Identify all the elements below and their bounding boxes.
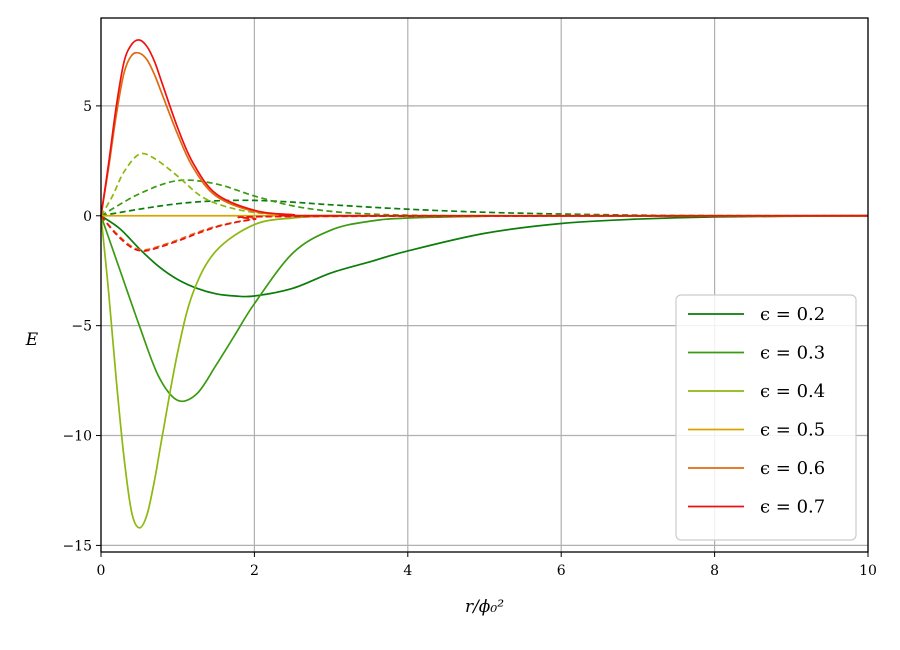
- series-line-5-dashed: [100, 152, 869, 217]
- legend-label: ϵ = 0.7: [760, 497, 825, 518]
- legend: ϵ = 0.2 ϵ = 0.3 ϵ = 0.4 ϵ = 0.5 ϵ = 0.6 ϵ = 0…: [675, 294, 857, 541]
- axes-frame: [100, 17, 869, 553]
- x-tick-label: 2: [250, 563, 259, 579]
- x-tick-label: 10: [859, 563, 877, 579]
- y-axis-label: E: [25, 330, 39, 350]
- y-tick-label: −15: [62, 538, 92, 554]
- plot-area: [100, 39, 869, 529]
- legend-box: [675, 294, 857, 541]
- ticks: [96, 105, 869, 557]
- legend-label: ϵ = 0.5: [760, 420, 825, 441]
- legend-label: ϵ = 0.3: [760, 343, 825, 364]
- series-line-7-solid: [100, 51, 869, 217]
- series-line-9-solid: [100, 39, 869, 217]
- series-line-0-solid: [100, 214, 869, 298]
- y-tick-label: −10: [62, 429, 92, 445]
- x-tick-label: 8: [710, 563, 719, 579]
- legend-label: ϵ = 0.2: [760, 304, 825, 325]
- tick-labels: 0 2 4 6 8 10 −15 −10 −5 0 5: [62, 99, 876, 579]
- x-tick-label: 6: [557, 563, 566, 579]
- series-line-3-dashed: [100, 179, 869, 217]
- legend-label: ϵ = 0.4: [760, 381, 825, 402]
- y-tick-label: 5: [83, 99, 92, 115]
- y-tick-label: 0: [83, 209, 92, 225]
- series-line-10-dashed: [100, 214, 869, 252]
- x-tick-label: 0: [97, 563, 106, 579]
- series-line-8-dashed: [100, 214, 869, 251]
- y-tick-label: −5: [71, 319, 92, 335]
- x-tick-label: 4: [403, 563, 412, 579]
- x-axis-label: r/ϕ₀²: [465, 597, 504, 617]
- legend-label: ϵ = 0.6: [760, 458, 825, 479]
